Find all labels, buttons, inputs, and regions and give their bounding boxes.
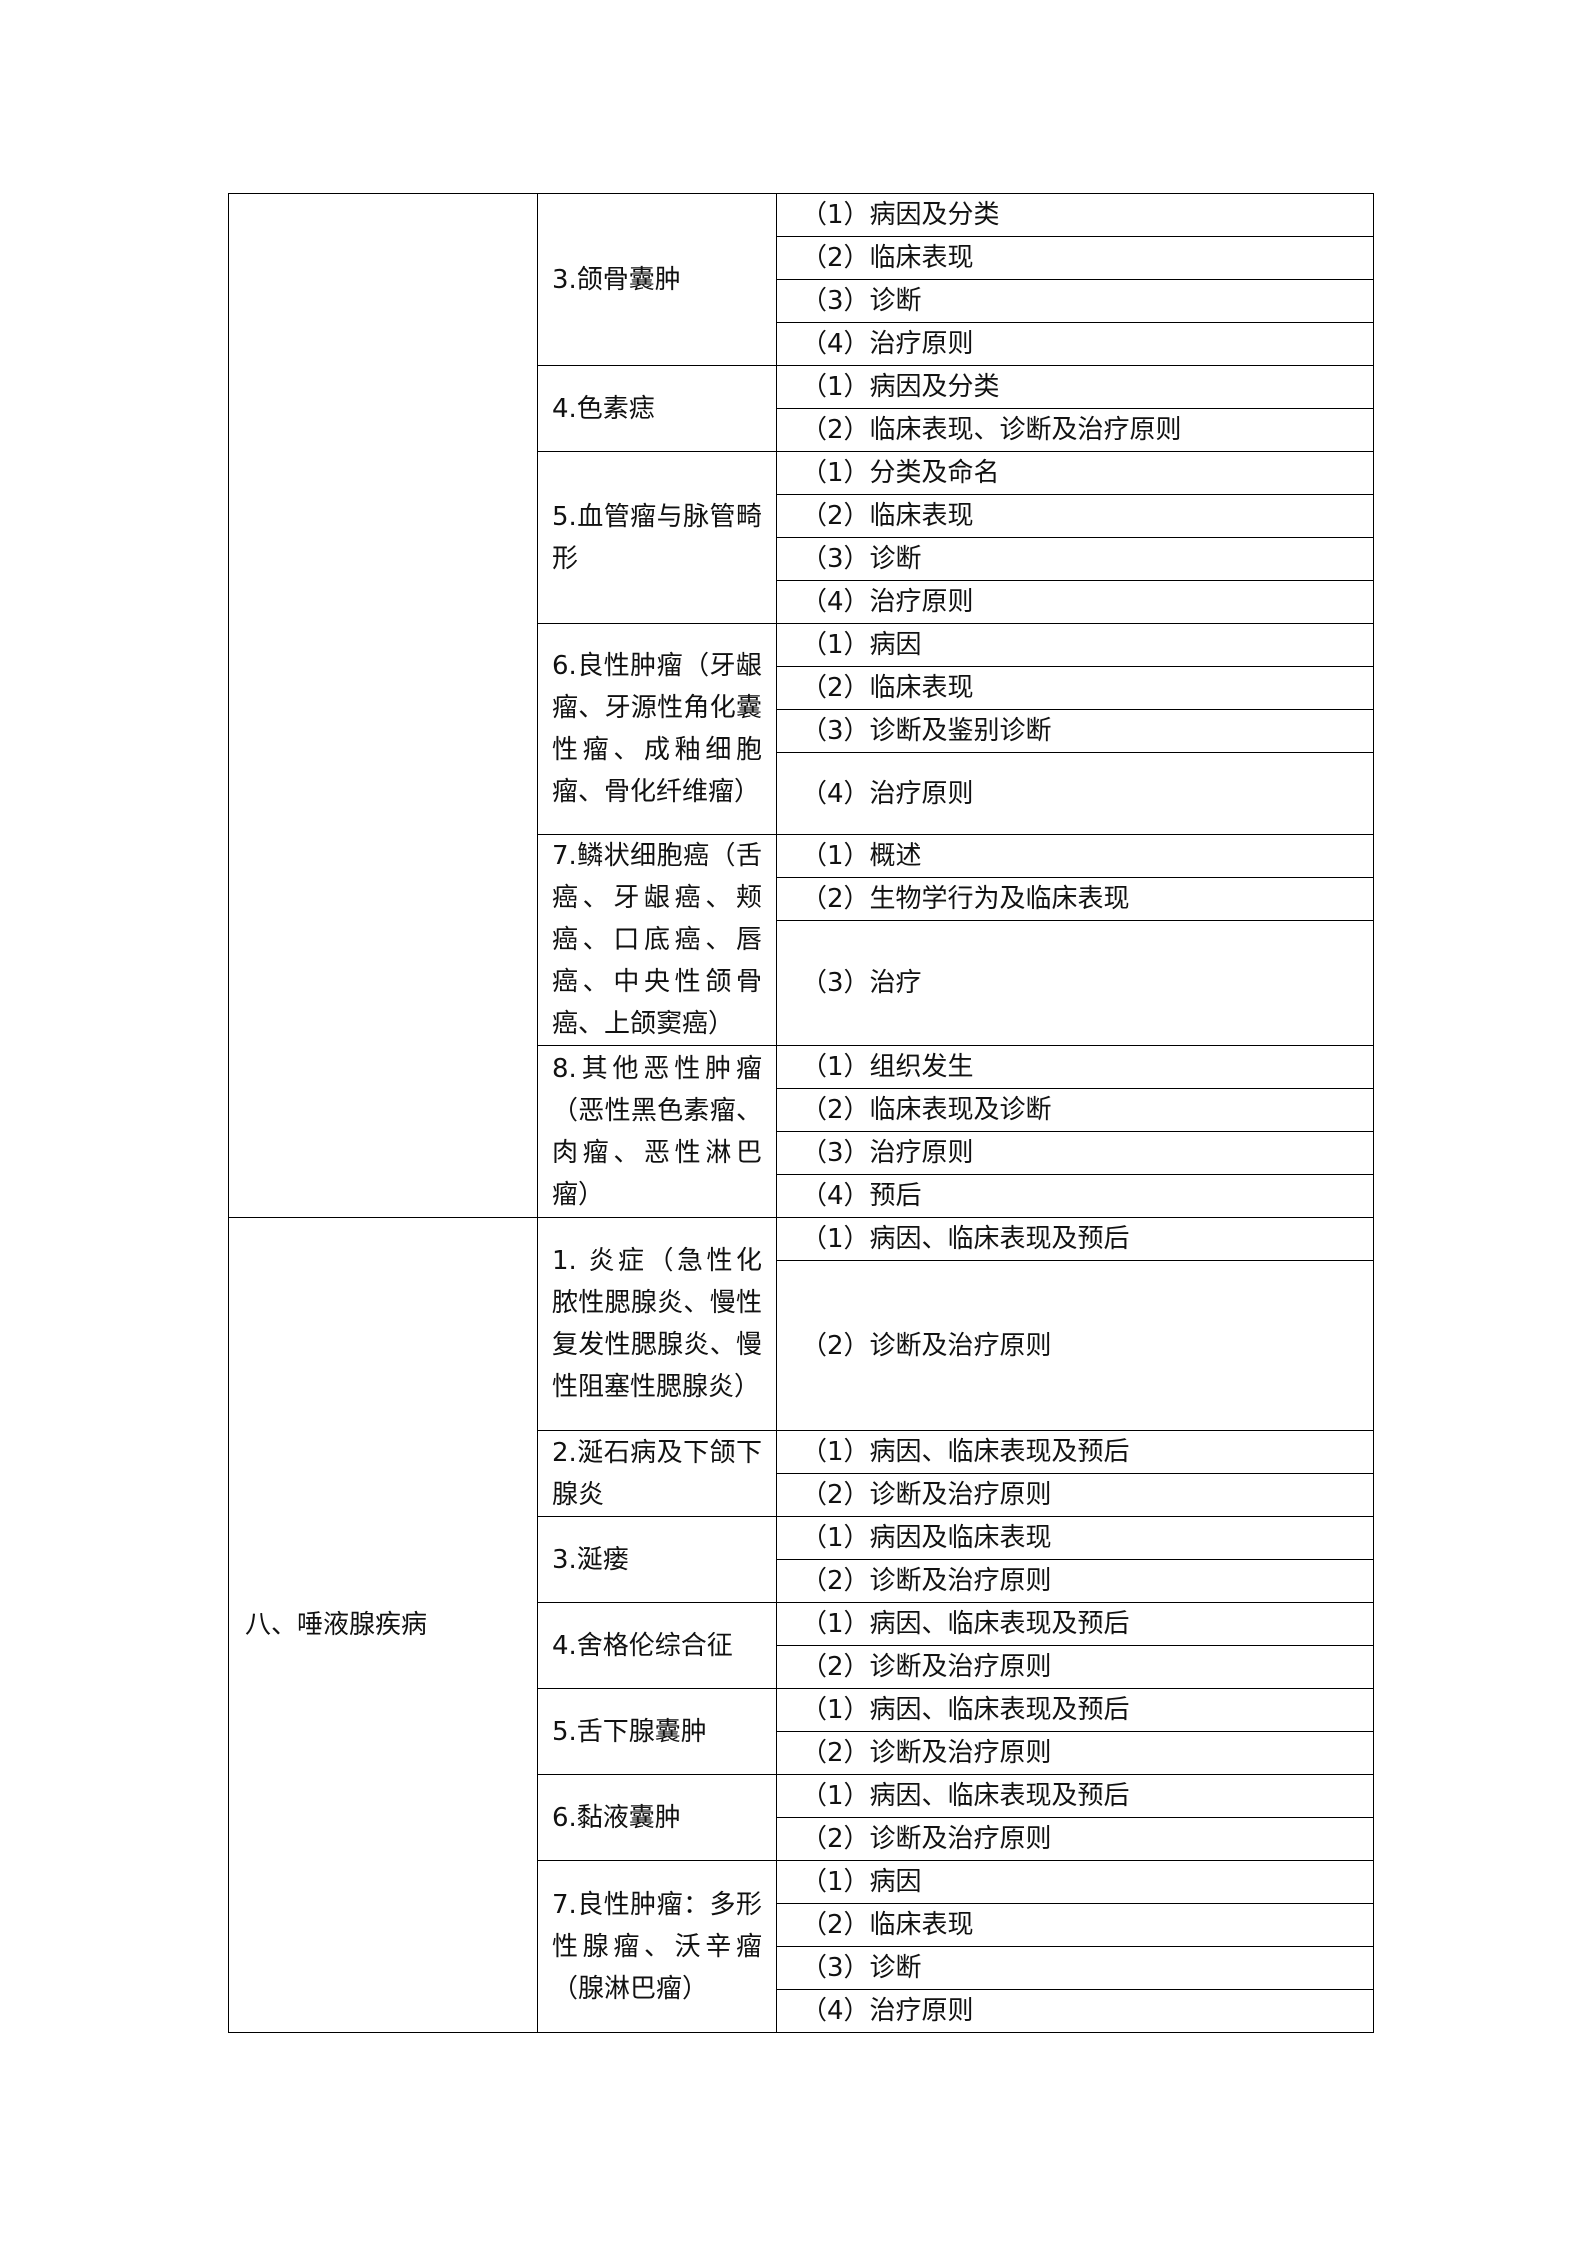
table-row: （4）治疗原则 [229,580,1374,624]
item-cell: （3）诊断 [776,1946,1374,1990]
table-row: （4）治疗原则 [229,1989,1374,2033]
table-row: （2）诊断及治疗原则 [229,1260,1374,1431]
table-row: （2）诊断及治疗原则 [229,1731,1374,1775]
table-row: （3）诊断 [229,537,1374,581]
item-cell: （1）病因、临床表现及预后 [776,1217,1374,1261]
item-cell: （1）病因 [776,623,1374,667]
table-row: （2）诊断及治疗原则 [229,1817,1374,1861]
item-cell: （1）病因、临床表现及预后 [776,1602,1374,1646]
table-row: 6.良性肿瘤（牙龈瘤、牙源性角化囊性瘤、成釉细胞瘤、骨化纤维瘤） （1）病因 [229,623,1374,835]
topic-cell: 4.舍格伦综合征 [537,1602,777,1689]
table-row: （3）治疗 [229,920,1374,1046]
item-cell: （2）临床表现 [776,1903,1374,1947]
table-row: （2）临床表现 [229,236,1374,280]
table-row: （3）诊断 [229,279,1374,323]
table-row: 4.舍格伦综合征 （1）病因、临床表现及预后 [229,1602,1374,1689]
table-row: 5.血管瘤与脉管畸形 （1）分类及命名 [229,451,1374,624]
table-row: （4）治疗原则 [229,752,1374,835]
item-cell: （4）预后 [776,1174,1374,1218]
item-cell: （2）诊断及治疗原则 [776,1473,1374,1517]
table-row: 7.鳞状细胞癌（舌癌、牙龈癌、颊癌、口底癌、唇癌、中央性颌骨癌、上颌窦癌） （1）… [229,834,1374,1046]
table-row: （2）临床表现、诊断及治疗原则 [229,408,1374,452]
table-row: 7.良性肿瘤：多形性腺瘤、沃辛瘤（腺淋巴瘤） （1）病因 [229,1860,1374,2033]
topic-cell: 6.良性肿瘤（牙龈瘤、牙源性角化囊性瘤、成釉细胞瘤、骨化纤维瘤） [537,623,777,835]
item-cell: （1）分类及命名 [776,451,1374,495]
item-cell: （2）诊断及治疗原则 [776,1731,1374,1775]
item-cell: （4）治疗原则 [776,1989,1374,2033]
topic-cell: 3.颌骨囊肿 [537,193,777,366]
item-cell: （1）病因、临床表现及预后 [776,1430,1374,1474]
section-cell [228,193,538,1218]
item-cell: （2）临床表现 [776,666,1374,710]
item-cell: （1）病因及分类 [776,193,1374,237]
item-cell: （1）病因、临床表现及预后 [776,1774,1374,1818]
item-cell: （4）治疗原则 [776,580,1374,624]
syllabus-table: 3.颌骨囊肿 （1）病因及分类 （2）临床表现 （3）诊断 （4）治疗原则 4.色素痣 （1… [228,193,1374,2033]
item-cell: （2）诊断及治疗原则 [776,1645,1374,1689]
item-cell: （3）诊断 [776,537,1374,581]
table-row: （4）治疗原则 [229,322,1374,366]
table-row: （2）诊断及治疗原则 [229,1645,1374,1689]
topic-cell: 3.涎瘘 [537,1516,777,1603]
table-row: （3）诊断及鉴别诊断 [229,709,1374,753]
item-cell: （3）诊断 [776,279,1374,323]
item-cell: （1）概述 [776,834,1374,878]
table-row: 8.其他恶性肿瘤（恶性黑色素瘤、肉瘤、恶性淋巴瘤） （1）组织发生 [229,1045,1374,1218]
topic-cell: 4.色素痣 [537,365,777,452]
table-row: 3.涎瘘 （1）病因及临床表现 [229,1516,1374,1603]
item-cell: （1）病因、临床表现及预后 [776,1688,1374,1732]
section-cell: 八、唾液腺疾病 [228,1217,538,2033]
topic-cell: 1. 炎症（急性化脓性腮腺炎、慢性复发性腮腺炎、慢性阻塞性腮腺炎） [537,1217,777,1431]
topic-cell: 8.其他恶性肿瘤（恶性黑色素瘤、肉瘤、恶性淋巴瘤） [537,1045,777,1218]
table-row: （2）临床表现 [229,494,1374,538]
topic-cell: 5.血管瘤与脉管畸形 [537,451,777,624]
topic-cell: 5.舌下腺囊肿 [537,1688,777,1775]
item-cell: （2）临床表现及诊断 [776,1088,1374,1132]
table-row: （4）预后 [229,1174,1374,1218]
item-cell: （3）诊断及鉴别诊断 [776,709,1374,753]
item-cell: （3）治疗原则 [776,1131,1374,1175]
item-cell: （2）生物学行为及临床表现 [776,877,1374,921]
topic-cell: 7.鳞状细胞癌（舌癌、牙龈癌、颊癌、口底癌、唇癌、中央性颌骨癌、上颌窦癌） [537,834,777,1046]
item-cell: （2）诊断及治疗原则 [776,1817,1374,1861]
item-cell: （2）诊断及治疗原则 [776,1260,1374,1431]
item-cell: （2）临床表现 [776,236,1374,280]
table-row: （2）生物学行为及临床表现 [229,877,1374,921]
item-cell: （1）组织发生 [776,1045,1374,1089]
topic-cell: 6.黏液囊肿 [537,1774,777,1861]
table-row: 八、唾液腺疾病 1. 炎症（急性化脓性腮腺炎、慢性复发性腮腺炎、慢性阻塞性腮腺炎）… [228,1217,1374,2033]
item-cell: （1）病因及临床表现 [776,1516,1374,1560]
item-cell: （2）临床表现 [776,494,1374,538]
item-cell: （4）治疗原则 [776,322,1374,366]
table-row: 5.舌下腺囊肿 （1）病因、临床表现及预后 [229,1688,1374,1775]
item-cell: （4）治疗原则 [776,752,1374,835]
item-cell: （2）临床表现、诊断及治疗原则 [776,408,1374,452]
topic-cell: 2.涎石病及下颌下腺炎 [537,1430,777,1517]
table-row: （2）诊断及治疗原则 [229,1559,1374,1603]
item-cell: （2）诊断及治疗原则 [776,1559,1374,1603]
item-cell: （1）病因 [776,1860,1374,1904]
item-cell: （3）治疗 [776,920,1374,1046]
table-row: 3.颌骨囊肿 （1）病因及分类 [228,193,1374,1218]
table-row: （2）临床表现 [229,1903,1374,1947]
table-row: 6.黏液囊肿 （1）病因、临床表现及预后 [229,1774,1374,1861]
topic-cell: 7.良性肿瘤：多形性腺瘤、沃辛瘤（腺淋巴瘤） [537,1860,777,2033]
item-cell: （1）病因及分类 [776,365,1374,409]
